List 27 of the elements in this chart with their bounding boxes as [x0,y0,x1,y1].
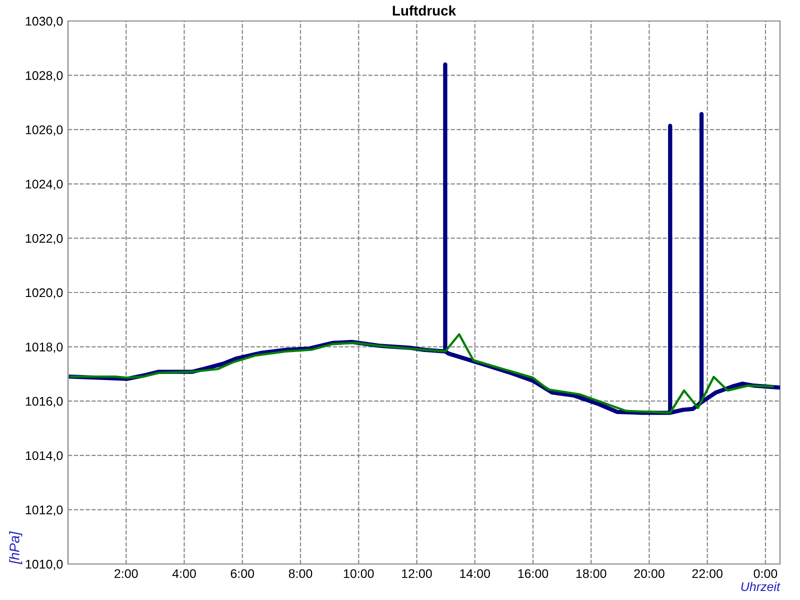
y-tick-label: 1010,0 [26,560,63,570]
x-tick-label: 2:00 [114,569,138,578]
y-tick-label: 1018,0 [26,342,63,353]
x-tick-label: 0:00 [754,569,778,578]
y-tick-label: 1014,0 [26,451,63,462]
chart-title: Luftdruck [392,5,456,16]
x-tick-label: 8:00 [288,569,312,578]
x-tick-label: 4:00 [172,569,196,578]
x-tick-label: 22:00 [692,569,722,578]
y-tick-label: 1028,0 [26,71,63,82]
y-axis-title: [hPa] [9,531,22,564]
y-tick-label: 1024,0 [26,180,63,190]
y-tick-label: 1012,0 [26,506,63,516]
y-tick-label: 1020,0 [26,288,63,299]
x-tick-label: 12:00 [402,569,432,578]
y-tick-label: 1026,0 [26,125,63,136]
y-tick-label: 1022,0 [26,234,63,244]
y-tick-label: 1030,0 [26,16,63,28]
x-tick-label: 18:00 [576,569,606,578]
x-tick-label: 14:00 [460,569,490,578]
line-series [70,333,774,414]
x-tick-label: 20:00 [634,569,664,578]
x-axis-title: Uhrzeit [741,582,780,592]
x-tick-label: 16:00 [518,569,548,578]
y-tick-label: 1016,0 [26,396,63,408]
x-tick-label: 10:00 [344,569,374,578]
x-tick-label: 6:00 [230,569,254,578]
